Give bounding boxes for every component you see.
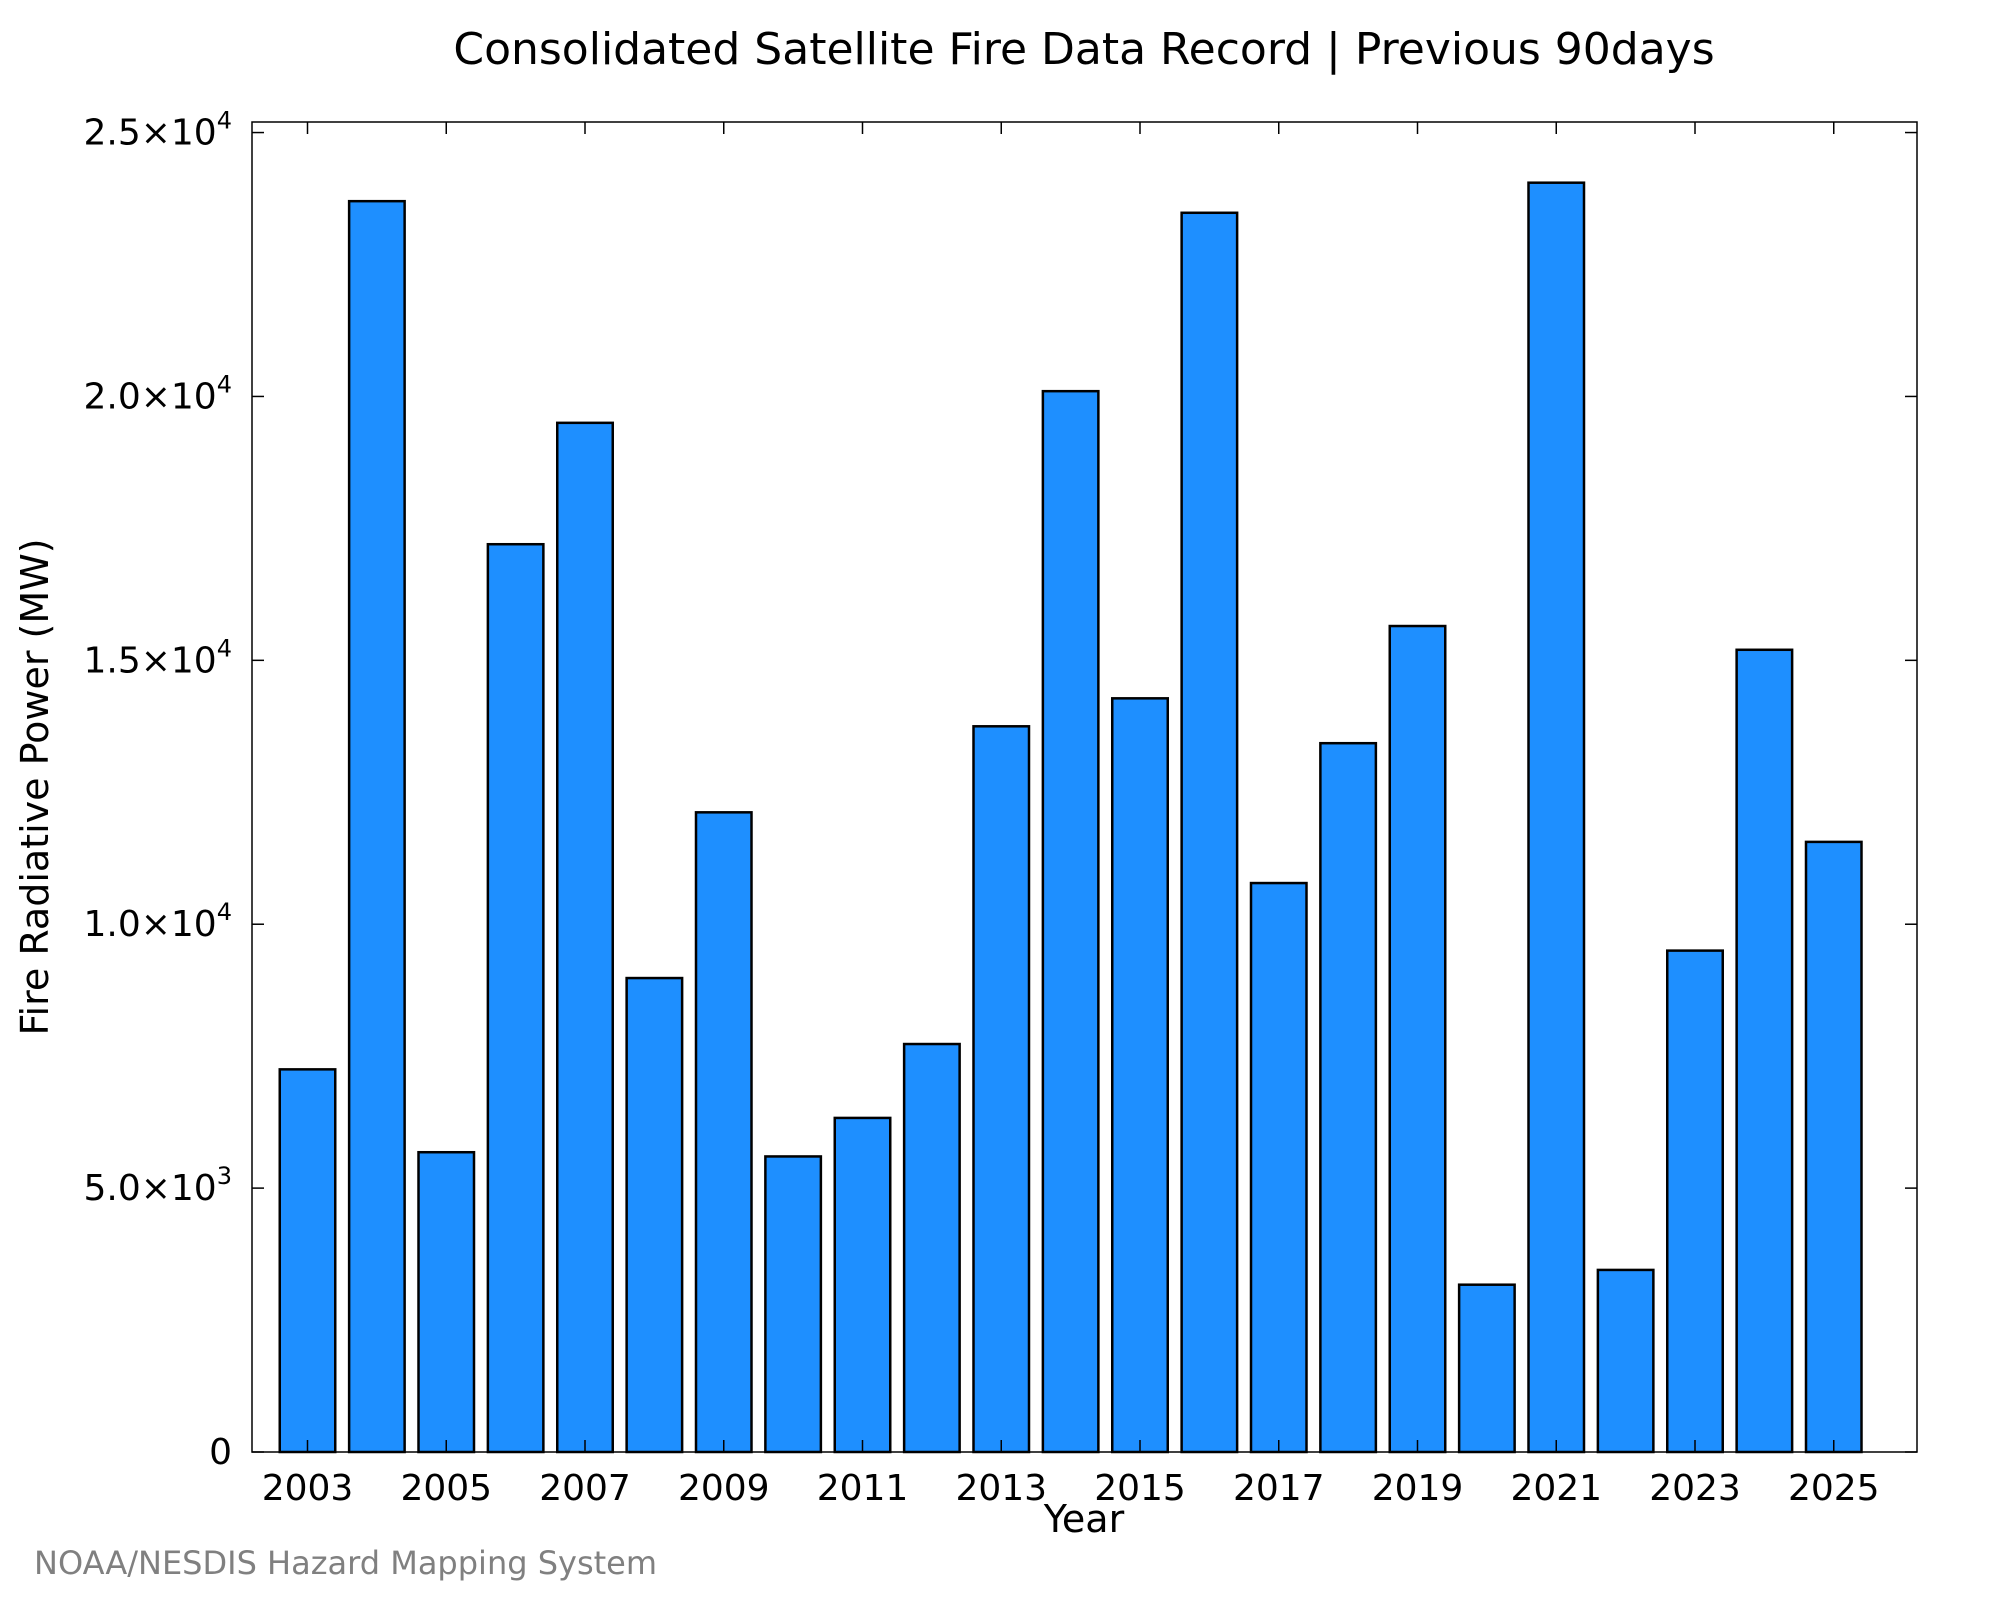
y-tick-label: 1.5×104: [83, 634, 232, 681]
y-tick-label: 5.0×103: [83, 1162, 232, 1209]
bar-2011: [833, 1116, 892, 1454]
x-tick-label: 2021: [1510, 1468, 1602, 1509]
bar-2019: [1388, 624, 1447, 1454]
x-tick-label: 2009: [678, 1468, 770, 1509]
bar-2015: [1111, 697, 1169, 1454]
y-tick-label: 2.5×104: [83, 107, 232, 154]
x-tick-label: 2013: [955, 1468, 1047, 1509]
plot-frame: [251, 121, 1918, 1453]
x-tick-label: 2017: [1233, 1468, 1325, 1509]
bar-2009: [694, 811, 753, 1454]
bar-2014: [1041, 389, 1100, 1454]
bar-2016: [1180, 211, 1239, 1454]
bar-2025: [1804, 840, 1863, 1454]
bar-2007: [556, 421, 614, 1454]
y-axis-label: Fire Radiative Power (MW): [13, 538, 57, 1035]
x-tick-label: 2019: [1372, 1468, 1464, 1509]
bar-2008: [625, 976, 684, 1454]
x-axis-label: Year: [1043, 1497, 1125, 1541]
y-tick-label: 1.0×104: [83, 898, 232, 945]
chart-title: Consolidated Satellite Fire Data Record …: [453, 24, 1714, 75]
bar-2022: [1596, 1268, 1655, 1454]
axis-ticks: 2003 2005 2007 2009 2011 2013 2015 2017 2019 2021…: [83, 107, 1917, 1509]
bars: [278, 181, 1863, 1454]
bar-2012: [902, 1042, 961, 1454]
bar-2006: [486, 542, 545, 1454]
bar-2020: [1457, 1283, 1516, 1454]
bar-2003: [278, 1068, 337, 1454]
x-tick-label: 2025: [1788, 1468, 1880, 1509]
y-tick-label: 2.0×104: [83, 370, 232, 417]
x-tick-label: 2005: [400, 1468, 492, 1509]
bar-2004: [347, 199, 406, 1454]
x-tick-label: 2007: [539, 1468, 631, 1509]
y-tick-label: 0: [209, 1432, 232, 1473]
source-credit: NOAA/NESDIS Hazard Mapping System: [34, 1544, 657, 1582]
x-tick-label: 2023: [1649, 1468, 1741, 1509]
bar-2017: [1249, 881, 1308, 1454]
bar-2013: [972, 725, 1031, 1454]
bar-2010: [764, 1155, 823, 1454]
bar-2023: [1666, 949, 1724, 1454]
x-tick-label: 2011: [817, 1468, 909, 1509]
bar-2024: [1735, 648, 1794, 1454]
bar-2018: [1319, 741, 1378, 1454]
x-tick-label: 2015: [1094, 1468, 1186, 1509]
bar-2021: [1527, 181, 1586, 1454]
x-tick-label: 2003: [262, 1468, 354, 1509]
bar-2005: [417, 1150, 476, 1454]
